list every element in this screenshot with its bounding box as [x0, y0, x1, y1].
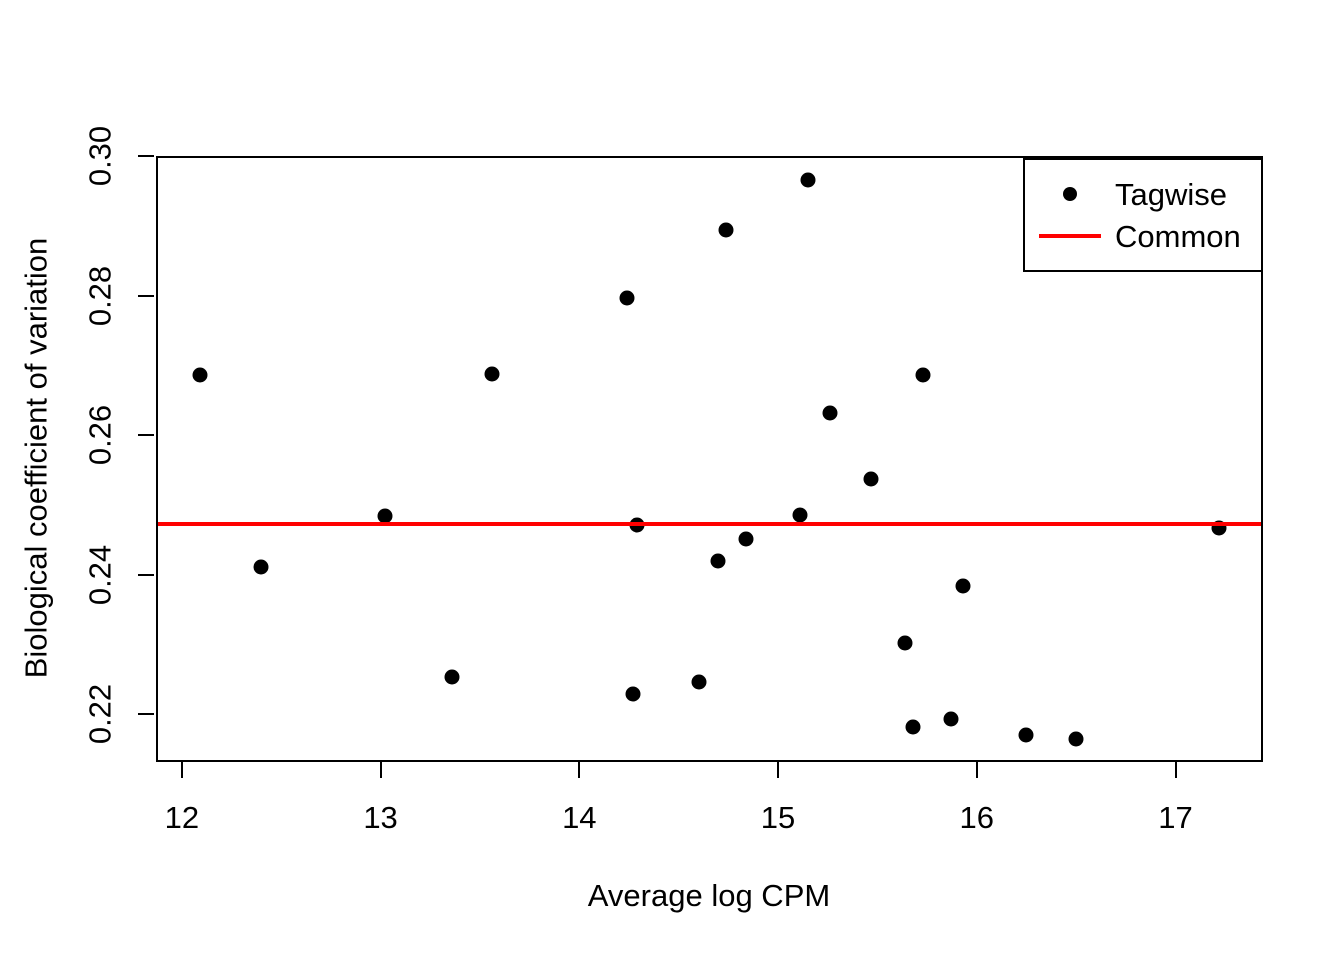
data-point	[1068, 731, 1084, 747]
data-point	[192, 367, 208, 383]
tagwise-point-icon	[1063, 187, 1077, 201]
common-line-icon	[1039, 234, 1101, 238]
x-axis-tick	[180, 762, 183, 778]
data-point	[955, 578, 971, 594]
data-point	[822, 405, 838, 421]
x-axis-tick	[578, 762, 581, 778]
data-point	[800, 172, 816, 188]
legend-marker-cell	[1025, 234, 1115, 238]
x-axis-tick-label: 13	[363, 800, 398, 835]
y-axis-tick-label: 0.22	[82, 683, 118, 745]
x-axis-title: Average log CPM	[587, 878, 831, 913]
y-axis-tick	[138, 573, 154, 576]
data-point	[915, 367, 931, 383]
data-point	[738, 531, 754, 547]
common-dispersion-line	[158, 521, 1261, 526]
data-point	[484, 366, 500, 382]
data-point	[625, 686, 641, 702]
data-point	[253, 559, 269, 575]
legend-label-tagwise: Tagwise	[1115, 176, 1227, 212]
y-axis-tick	[138, 713, 154, 716]
x-axis-tick	[777, 762, 780, 778]
x-axis-tick-label: 15	[760, 800, 796, 835]
x-axis-tick-label: 16	[959, 800, 995, 835]
data-point	[619, 290, 635, 305]
legend-entry-common: Common	[1025, 219, 1261, 253]
x-axis-tick-label: 12	[164, 800, 200, 835]
data-point	[444, 669, 460, 685]
data-point	[897, 635, 913, 651]
data-point	[377, 508, 393, 524]
data-point	[710, 553, 726, 569]
y-axis-tick-label: 0.30	[82, 125, 118, 187]
y-axis-tick	[138, 434, 154, 437]
y-axis-title: Biological coefficient of variation	[18, 237, 54, 679]
y-axis-tick	[138, 294, 154, 297]
data-point	[1018, 727, 1034, 743]
data-point	[691, 674, 707, 690]
x-axis-tick	[379, 762, 382, 778]
legend-marker-cell	[1025, 187, 1115, 201]
x-axis-tick-label: 14	[562, 800, 597, 835]
legend: Tagwise Common	[1023, 158, 1263, 272]
data-point	[792, 507, 808, 523]
y-axis-tick-label: 0.24	[82, 544, 118, 605]
data-point	[863, 471, 879, 487]
legend-entry-tagwise: Tagwise	[1025, 177, 1261, 211]
y-axis-tick-label: 0.26	[82, 404, 118, 466]
y-axis-tick	[138, 155, 154, 157]
legend-label-common: Common	[1115, 218, 1241, 254]
data-point	[718, 222, 734, 238]
data-point	[905, 719, 921, 735]
data-point	[943, 711, 959, 727]
y-axis-tick-label: 0.28	[82, 265, 118, 326]
x-axis-tick	[1174, 762, 1177, 778]
x-axis-tick	[975, 762, 978, 778]
x-axis-tick-label: 17	[1158, 800, 1193, 835]
